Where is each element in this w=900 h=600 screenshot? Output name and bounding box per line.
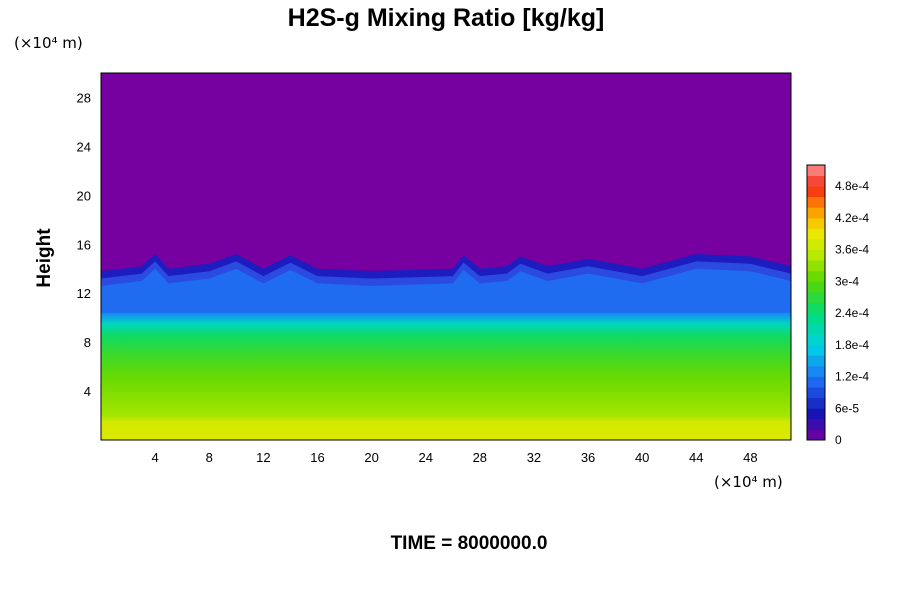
time-label: TIME = 8000000.0: [391, 533, 548, 554]
colorbar-segment: [807, 365, 825, 377]
colorbar-segment: [807, 397, 825, 409]
colorbar-segment: [807, 270, 825, 282]
y-axis: 4 8 12 16 20 24 28: [77, 90, 91, 399]
colorbar-segment: [807, 207, 825, 219]
colorbar-frame: [806, 164, 826, 441]
x-tick-label: 16: [310, 450, 324, 465]
x-tick-label: 40: [635, 450, 649, 465]
colorbar-tick-label: 1.2e-4: [835, 370, 869, 384]
y-tick-label: 12: [77, 286, 91, 301]
colorbar-segment: [807, 408, 825, 420]
colorbar-segment: [807, 355, 825, 367]
x-tick-label: 44: [689, 450, 703, 465]
colorbar-tick-label: 6e-5: [835, 401, 859, 415]
colorbar: 0 6e-5 1.2e-4 1.8e-4 2.4e-4 3e-4 3.6e-4 4.2e-4 4…: [806, 164, 869, 447]
colorbar-segment: [807, 260, 825, 272]
y-axis-label: Height: [34, 228, 55, 288]
colorbar-tick-label: 4.8e-4: [835, 179, 869, 193]
y-tick-label: 24: [77, 139, 91, 154]
x-tick-label: 36: [581, 450, 595, 465]
x-tick-label: 32: [527, 450, 541, 465]
x-tick-label: 12: [256, 450, 270, 465]
colorbar-segment: [807, 313, 825, 325]
y-tick-label: 16: [77, 237, 91, 252]
colorbar-tick-label: 3.6e-4: [835, 243, 869, 257]
colorbar-segment: [807, 344, 825, 356]
colorbar-segment: [807, 376, 825, 388]
colorbar-segment: [807, 239, 825, 251]
colorbar-segment: [807, 217, 825, 229]
colorbar-segment: [807, 418, 825, 430]
colorbar-segment: [807, 291, 825, 303]
colorbar-segment: [807, 175, 825, 187]
colorbar-segment: [807, 196, 825, 208]
colorbar-segment: [807, 228, 825, 240]
y-tick-label: 28: [77, 90, 91, 105]
colorbar-segment: [807, 429, 825, 441]
x-tick-label: 48: [743, 450, 757, 465]
colorbar-segment: [807, 249, 825, 261]
colorbar-tick-label: 2.4e-4: [835, 306, 869, 320]
colorbar-segment: [807, 281, 825, 293]
colorbar-segment: [807, 323, 825, 335]
x-unit-label: (×10⁴ m): [714, 473, 783, 491]
colorbar-tick-label: 4.2e-4: [835, 211, 869, 225]
y-tick-label: 4: [84, 384, 91, 399]
plume-band: [101, 268, 791, 313]
x-tick-label: 8: [206, 450, 213, 465]
plot-area: [101, 73, 791, 440]
colorbar-tick-label: 3e-4: [835, 274, 859, 288]
y-tick-label: 20: [77, 188, 91, 203]
chart-title: H2S-g Mixing Ratio [kg/kg]: [288, 4, 605, 32]
colorbar-tick-label: 0: [835, 433, 842, 447]
x-tick-label: 28: [473, 450, 487, 465]
colorbar-segment: [807, 334, 825, 346]
colorbar-segment: [807, 387, 825, 399]
y-unit-label: (×10⁴ m): [14, 34, 83, 52]
plot-frame: [100, 72, 792, 441]
y-tick-label: 8: [84, 335, 91, 350]
colorbar-segment: [807, 186, 825, 198]
x-tick-label: 4: [152, 450, 159, 465]
x-tick-label: 24: [418, 450, 432, 465]
colorbar-segment: [807, 302, 825, 314]
x-axis: 4 8 12 16 20 24 28 32 36 40 44 48: [152, 450, 758, 465]
colorbar-segment: [807, 165, 825, 176]
x-tick-label: 20: [364, 450, 378, 465]
colorbar-tick-label: 1.8e-4: [835, 338, 869, 352]
